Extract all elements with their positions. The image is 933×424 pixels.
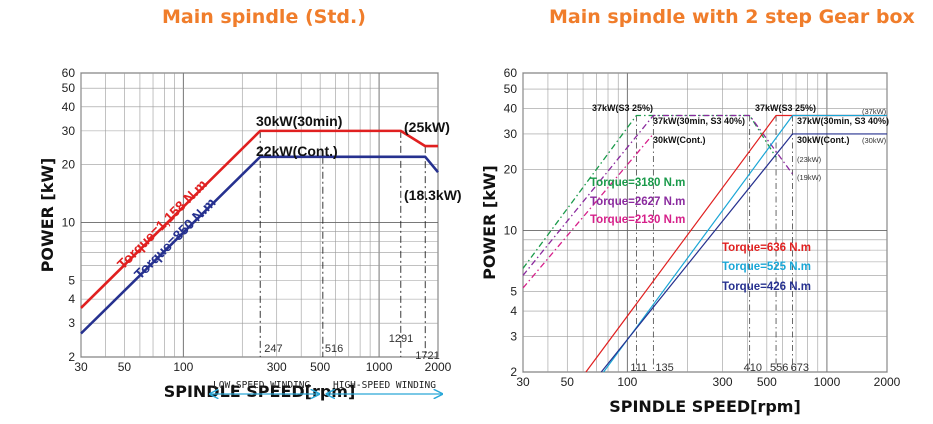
annotation: 30kW(Cont.) (797, 135, 850, 145)
speed-mark-label: 673 (791, 362, 809, 374)
y-tick-label: 40 (504, 102, 518, 116)
annotation: 22kW(Cont.) (256, 143, 338, 159)
left-chart-title: Main spindle (Std.) (162, 6, 366, 28)
series-label: Torque=636 N.m (722, 242, 811, 254)
y-tick-label: 60 (62, 66, 76, 80)
x-tick-label: 50 (561, 375, 575, 389)
y-tick-label: 50 (504, 82, 518, 96)
y-tick-label: 5 (68, 273, 75, 287)
speed-mark-label: 1291 (389, 333, 413, 345)
plot-frame (522, 72, 888, 373)
high-speed-label: HIGH-SPEED WINDING (333, 380, 436, 391)
low-speed-label: LOW-SPEED WINDING (213, 380, 311, 391)
x-tick-label: 300 (267, 360, 287, 374)
x-tick-label: 1000 (814, 375, 841, 389)
y-tick-label: 40 (62, 100, 76, 114)
annotation: (30kW) (862, 136, 887, 145)
x-axis-title: SPINDLE SPEED[rpm] (609, 397, 801, 416)
y-tick-label: 4 (68, 292, 75, 306)
y-tick-label: 50 (62, 81, 76, 95)
annotation: (19kW) (797, 173, 822, 182)
y-tick-label: 20 (504, 163, 518, 177)
y-axis-title: POWER [kW] (480, 165, 499, 280)
speed-mark-label: 1721 (415, 350, 439, 362)
annotation: 37kW(30min, S3 40%) (797, 116, 889, 126)
y-tick-label: 30 (504, 127, 518, 141)
speed-mark-label: 516 (325, 343, 343, 355)
y-tick-label: 20 (62, 158, 76, 172)
x-tick-label: 2000 (425, 360, 452, 374)
y-tick-label: 10 (504, 224, 518, 238)
x-tick-label: 30 (516, 375, 530, 389)
series-label: Torque=3180 N.m (590, 177, 685, 189)
x-tick-label: 50 (118, 360, 132, 374)
x-tick-label: 1000 (366, 360, 393, 374)
annotation: (23kW) (797, 155, 822, 164)
speed-mark-label: 556 (770, 362, 788, 374)
x-tick-label: 500 (757, 375, 777, 389)
series-label: Torque=2130 N.m (590, 214, 685, 226)
y-tick-label: 10 (62, 216, 76, 230)
series-line (603, 114, 887, 373)
annotation: 30kW(Cont.) (653, 135, 706, 145)
y-tick-label: 2 (510, 365, 517, 379)
annotation: (37kW) (862, 107, 887, 116)
series-line (80, 129, 438, 309)
y-axis-title: POWER [kW] (38, 158, 57, 273)
y-tick-label: 60 (504, 66, 518, 80)
y-tick-label: 3 (68, 316, 75, 330)
x-tick-label: 100 (173, 360, 193, 374)
y-tick-label: 5 (510, 284, 517, 298)
annotation: 30kW(30min) (256, 113, 342, 129)
series-line (80, 155, 440, 335)
speed-mark-label: 135 (655, 362, 673, 374)
annotation: (18.3kW) (404, 187, 462, 203)
y-tick-label: 30 (62, 124, 76, 138)
speed-mark-label: 111 (630, 362, 647, 374)
annotation: (25kW) (404, 119, 450, 135)
right-chart-title: Main spindle with 2 step Gear box (549, 6, 915, 28)
left-chart: 30 50 100 300 500 1000 20002345102030405060SPI… (38, 66, 462, 401)
x-tick-label: 500 (310, 360, 330, 374)
speed-mark-label: 410 (744, 362, 762, 374)
series-label: Torque=426 N.m (722, 281, 811, 293)
x-tick-label: 300 (713, 375, 733, 389)
x-tick-label: 100 (617, 375, 637, 389)
y-tick-label: 3 (510, 329, 517, 343)
series-label: Torque=525 N.m (722, 261, 811, 273)
x-tick-label: 30 (74, 360, 88, 374)
series-label: Torque=2627 N.m (590, 196, 685, 208)
speed-mark-label: 247 (264, 343, 282, 355)
y-tick-label: 2 (68, 350, 75, 364)
annotation: 37kW(30min, S3 40%) (653, 116, 745, 126)
y-tick-label: 4 (510, 304, 517, 318)
right-chart: 30 50 100 300 500 1000 2000 2 3 4 5 10 20 30 40 50 60 SPI… (480, 66, 901, 416)
x-tick-label: 2000 (874, 375, 901, 389)
plot-frame (80, 72, 439, 358)
annotation: 37kW(S3 25%) (755, 103, 816, 113)
series-line (600, 133, 887, 373)
annotation: 37kW(S3 25%) (592, 103, 653, 113)
